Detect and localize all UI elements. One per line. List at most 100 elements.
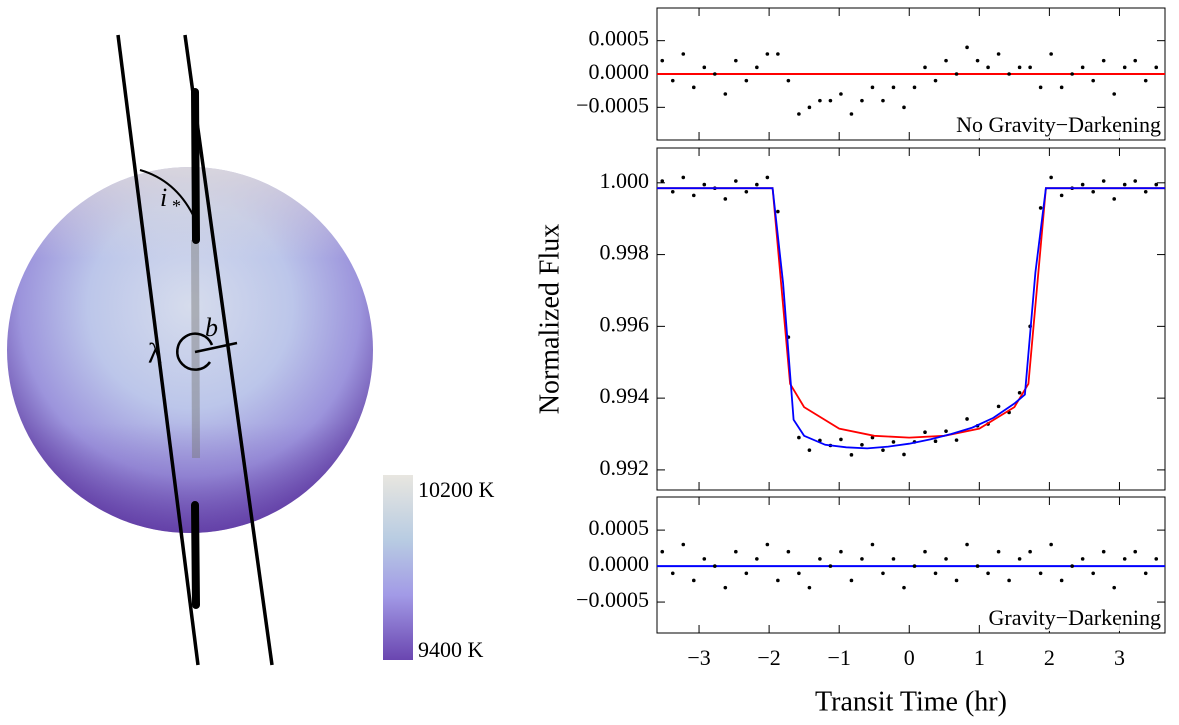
data-point [944, 429, 948, 433]
x-tick-label: 1 [974, 645, 985, 670]
data-point [1112, 585, 1116, 590]
data-point [1049, 175, 1053, 180]
data-point [902, 585, 906, 590]
data-point [702, 557, 707, 561]
model-line [657, 187, 1165, 450]
data-point [744, 78, 749, 83]
data-point [891, 440, 896, 444]
obliquity-arc [176, 332, 214, 371]
data-point [1133, 179, 1138, 183]
data-point [870, 85, 875, 90]
x-axis-title: Transit Time (hr) [815, 686, 1007, 717]
data-point [975, 58, 980, 63]
plot-frame [656, 496, 1166, 634]
data-point [1112, 92, 1116, 96]
data-point [986, 571, 990, 576]
data-point [1154, 182, 1159, 187]
data-point [1122, 182, 1127, 187]
data-point [670, 571, 675, 576]
data-point [965, 542, 969, 547]
inclination-subscript: * [172, 196, 181, 216]
data-point [954, 72, 959, 76]
data-point [944, 557, 948, 561]
data-point [839, 437, 843, 442]
data-point [1070, 72, 1074, 76]
data-point [1154, 557, 1159, 561]
data-point [839, 549, 843, 554]
data-point [954, 578, 959, 583]
data-point [691, 193, 696, 198]
data-point [807, 448, 812, 452]
data-point [933, 439, 938, 443]
data-point [1143, 189, 1148, 194]
data-point [723, 197, 728, 201]
data-point [923, 430, 927, 435]
data-point [1080, 557, 1085, 561]
data-point [807, 585, 812, 590]
data-point [670, 189, 675, 194]
data-point [1091, 189, 1095, 194]
data-point [902, 452, 906, 457]
data-point [1007, 72, 1011, 76]
data-point [1143, 78, 1148, 83]
hidden-spin-axis [191, 239, 200, 459]
data-point [681, 542, 686, 547]
data-point [1059, 578, 1064, 583]
y-tick-label: 0.0000 [589, 59, 650, 84]
data-point [881, 571, 885, 576]
data-point [881, 98, 885, 103]
data-point [744, 189, 749, 194]
inclination-arc [139, 169, 194, 216]
data-point [849, 578, 854, 583]
data-point [965, 417, 969, 421]
impact-label: b [205, 313, 218, 342]
data-point [870, 542, 875, 547]
data-point [765, 542, 770, 547]
data-point [660, 549, 665, 554]
data-point [765, 52, 770, 56]
colorbar-label: 9400 K [418, 637, 484, 662]
data-point [923, 549, 927, 554]
data-point [1091, 571, 1095, 576]
data-point [1091, 78, 1095, 83]
data-point [670, 78, 675, 83]
y-tick-label: 0.0005 [589, 26, 650, 51]
colorbar [383, 475, 413, 660]
annotation: Gravity−Darkening [989, 605, 1161, 630]
y-axis-title: Normalized Flux [534, 224, 565, 415]
x-tick-label: 0 [904, 645, 915, 670]
x-tick-label: 2 [1044, 645, 1055, 670]
data-point [870, 435, 875, 440]
data-point [786, 78, 791, 83]
data-point [1154, 65, 1159, 70]
data-point [681, 52, 686, 56]
annotation: No Gravity−Darkening [956, 112, 1161, 137]
data-point [691, 85, 696, 90]
data-point [996, 404, 1001, 409]
data-point [986, 65, 990, 70]
data-point [660, 179, 665, 183]
x-tick-label: −2 [757, 645, 780, 670]
data-point [1101, 549, 1106, 554]
data-point [933, 78, 938, 83]
inclination-label: i [160, 183, 167, 212]
y-tick-label: 0.998 [600, 240, 650, 265]
data-point [1049, 542, 1053, 547]
data-point [1070, 564, 1074, 568]
data-point [828, 564, 833, 568]
data-point [723, 92, 728, 96]
y-tick-label: 1.000 [600, 168, 650, 193]
data-point [912, 564, 917, 568]
data-point [1028, 65, 1032, 70]
y-tick-label: 0.992 [600, 455, 650, 480]
data-point [944, 58, 948, 63]
obliquity-label: λ [148, 338, 162, 369]
data-point [1038, 206, 1043, 210]
data-point [965, 45, 969, 50]
data-point [891, 85, 896, 90]
sky-line [116, 34, 200, 666]
data-point [1101, 179, 1106, 183]
data-point [776, 578, 780, 583]
data-point [891, 557, 896, 561]
data-point [797, 571, 801, 576]
